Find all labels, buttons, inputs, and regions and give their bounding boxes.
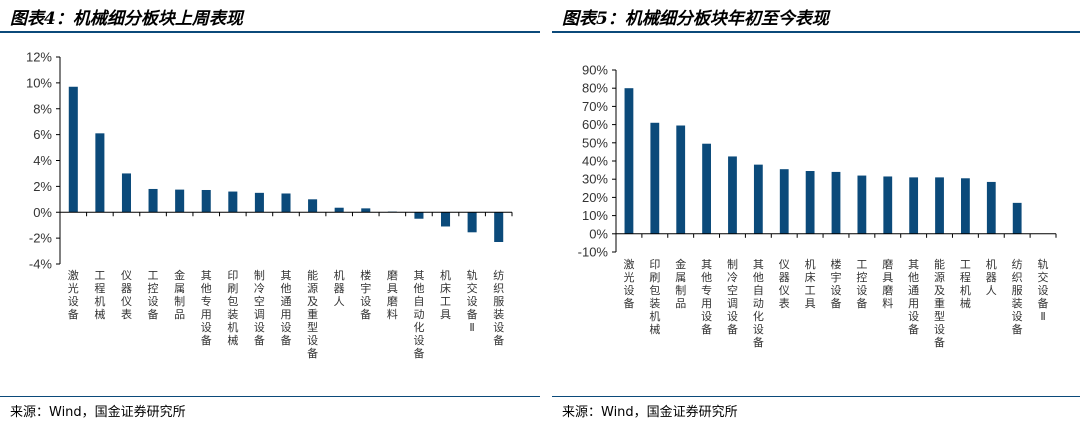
x-category-label: 印刷包装机械 (649, 258, 660, 336)
x-category-label: 机器人 (986, 257, 997, 297)
x-category-label: 工程机械 (94, 269, 105, 321)
y-tick-label: -4% (29, 257, 53, 272)
bar (831, 171, 841, 234)
y-tick-label: 12% (26, 50, 52, 65)
y-tick-label: 0% (589, 226, 608, 241)
bar-chart-right: 90% 80% 70% 60% 50% 40% 30% 20% 10% 0% -10% 激光设备 印刷包… (578, 63, 1057, 349)
x-category-label: 楼宇设备 (360, 268, 371, 321)
bar (805, 171, 815, 234)
bar (624, 88, 634, 234)
bar (753, 164, 763, 234)
x-category-label: 其他通用设备 (281, 269, 292, 347)
bar (68, 86, 78, 213)
chart-panel-right: 图表5：机械细分板块年初至今表现 90% 80% 70% 60% 50% 40% 30% 20… (552, 0, 1080, 422)
x-category-label: 仪器仪表 (779, 258, 790, 310)
x-category-label: 纺织服装设备 (493, 268, 504, 347)
x-category-label: 工控设备 (148, 269, 159, 321)
bar (650, 122, 660, 234)
y-tick-label: -2% (29, 231, 53, 246)
bar (467, 212, 477, 233)
bar (95, 133, 105, 213)
bar (228, 191, 238, 213)
x-category-label: 磨具磨料 (387, 269, 398, 321)
source-divider-left (0, 396, 540, 397)
bar (961, 178, 970, 234)
bar (935, 177, 944, 234)
y-tick-label: 8% (33, 101, 52, 116)
x-category-label: 磨具磨料 (882, 258, 893, 310)
source-divider-right (552, 396, 1080, 397)
chart-panel-left: 图表4：机械细分板块上周表现 12% 10% 8% 6% 4% 2% 0% -2% -4% 激光设… (0, 9, 540, 420)
x-category-label: 金属制品 (675, 257, 686, 310)
x-category-label: 激光设备 (68, 268, 79, 321)
x-category-label: 印刷包装机械 (227, 269, 238, 347)
x-category-label: 能源及重型设备 (307, 268, 318, 360)
x-category-label: 机器人 (334, 268, 345, 308)
bar (148, 188, 158, 213)
x-category-label: 机床工具 (440, 268, 451, 321)
source-note-left: 来源：Wind，国金证券研究所 (10, 405, 186, 420)
x-category-label: 制冷空调设备 (254, 269, 265, 347)
x-category-label: 纺织服装设备 (1012, 257, 1023, 336)
y-tick-label: 40% (582, 154, 608, 169)
x-category-label: 其他通用设备 (908, 258, 919, 336)
bar (883, 176, 893, 234)
x-category-label: 其他自动化设备 (413, 269, 424, 360)
source-note-right: 来源：Wind，国金证券研究所 (562, 405, 738, 420)
x-category-label: 轨交设备 Ⅱ (467, 268, 478, 334)
bar (728, 156, 737, 234)
bar (857, 175, 867, 234)
bar (441, 212, 451, 227)
x-category-label: 工程机械 (960, 258, 971, 310)
bar (986, 181, 996, 234)
y-tick-label: 6% (33, 127, 52, 142)
y-tick-label: 80% (582, 81, 608, 96)
bar-chart-left: 12% 10% 8% 6% 4% 2% 0% -2% -4% 激光设备 工程机械 仪器仪表 工控设备 金属… (26, 50, 513, 360)
y-tick-label: 10% (26, 75, 52, 90)
y-tick-label: 30% (582, 172, 608, 187)
x-category-label: 其他专用设备 (201, 269, 212, 347)
y-tick-label: 2% (33, 179, 52, 194)
bar (1012, 202, 1022, 234)
x-category-label: 仪器仪表 (121, 269, 132, 321)
y-tick-label: 60% (582, 117, 608, 132)
x-category-label: 其他专用设备 (701, 258, 712, 336)
bar (308, 199, 318, 213)
bar (121, 173, 131, 213)
x-category-label: 金属制品 (174, 268, 185, 321)
bar (494, 212, 504, 243)
x-category-label: 机床工具 (805, 257, 816, 310)
x-category-label: 制冷空调设备 (727, 258, 738, 336)
bar (201, 189, 211, 213)
bar (909, 177, 919, 234)
title-divider-right (552, 31, 1080, 33)
y-tick-label: 0% (33, 205, 52, 220)
bar (702, 143, 711, 234)
y-tick-label: 90% (582, 63, 608, 78)
x-category-label: 能源及重型设备 (934, 257, 945, 349)
y-tick-label: 10% (582, 208, 608, 223)
chart-title-left: 图表4：机械细分板块上周表现 (10, 9, 243, 29)
bar (676, 125, 686, 234)
bar (361, 208, 371, 213)
y-tick-label: 70% (582, 99, 608, 114)
bar (175, 189, 185, 213)
y-tick-label: -10% (578, 245, 609, 260)
x-category-label: 激光设备 (623, 257, 634, 310)
bar (281, 193, 291, 213)
x-category-label: 楼宇设备 (831, 257, 842, 310)
x-category-label: 其他自动化设备 (753, 258, 764, 349)
chart-title-right: 图表5：机械细分板块年初至今表现 (562, 9, 829, 29)
bar (779, 169, 789, 234)
bar (254, 192, 264, 213)
bar (414, 212, 424, 219)
x-category-label: 工控设备 (856, 258, 867, 310)
title-divider-left (0, 31, 540, 33)
bar (334, 207, 344, 213)
x-category-label: 轨交设备 Ⅱ (1038, 257, 1049, 323)
y-tick-label: 20% (582, 190, 608, 205)
y-tick-label: 50% (582, 135, 608, 150)
y-tick-label: 4% (33, 153, 52, 168)
